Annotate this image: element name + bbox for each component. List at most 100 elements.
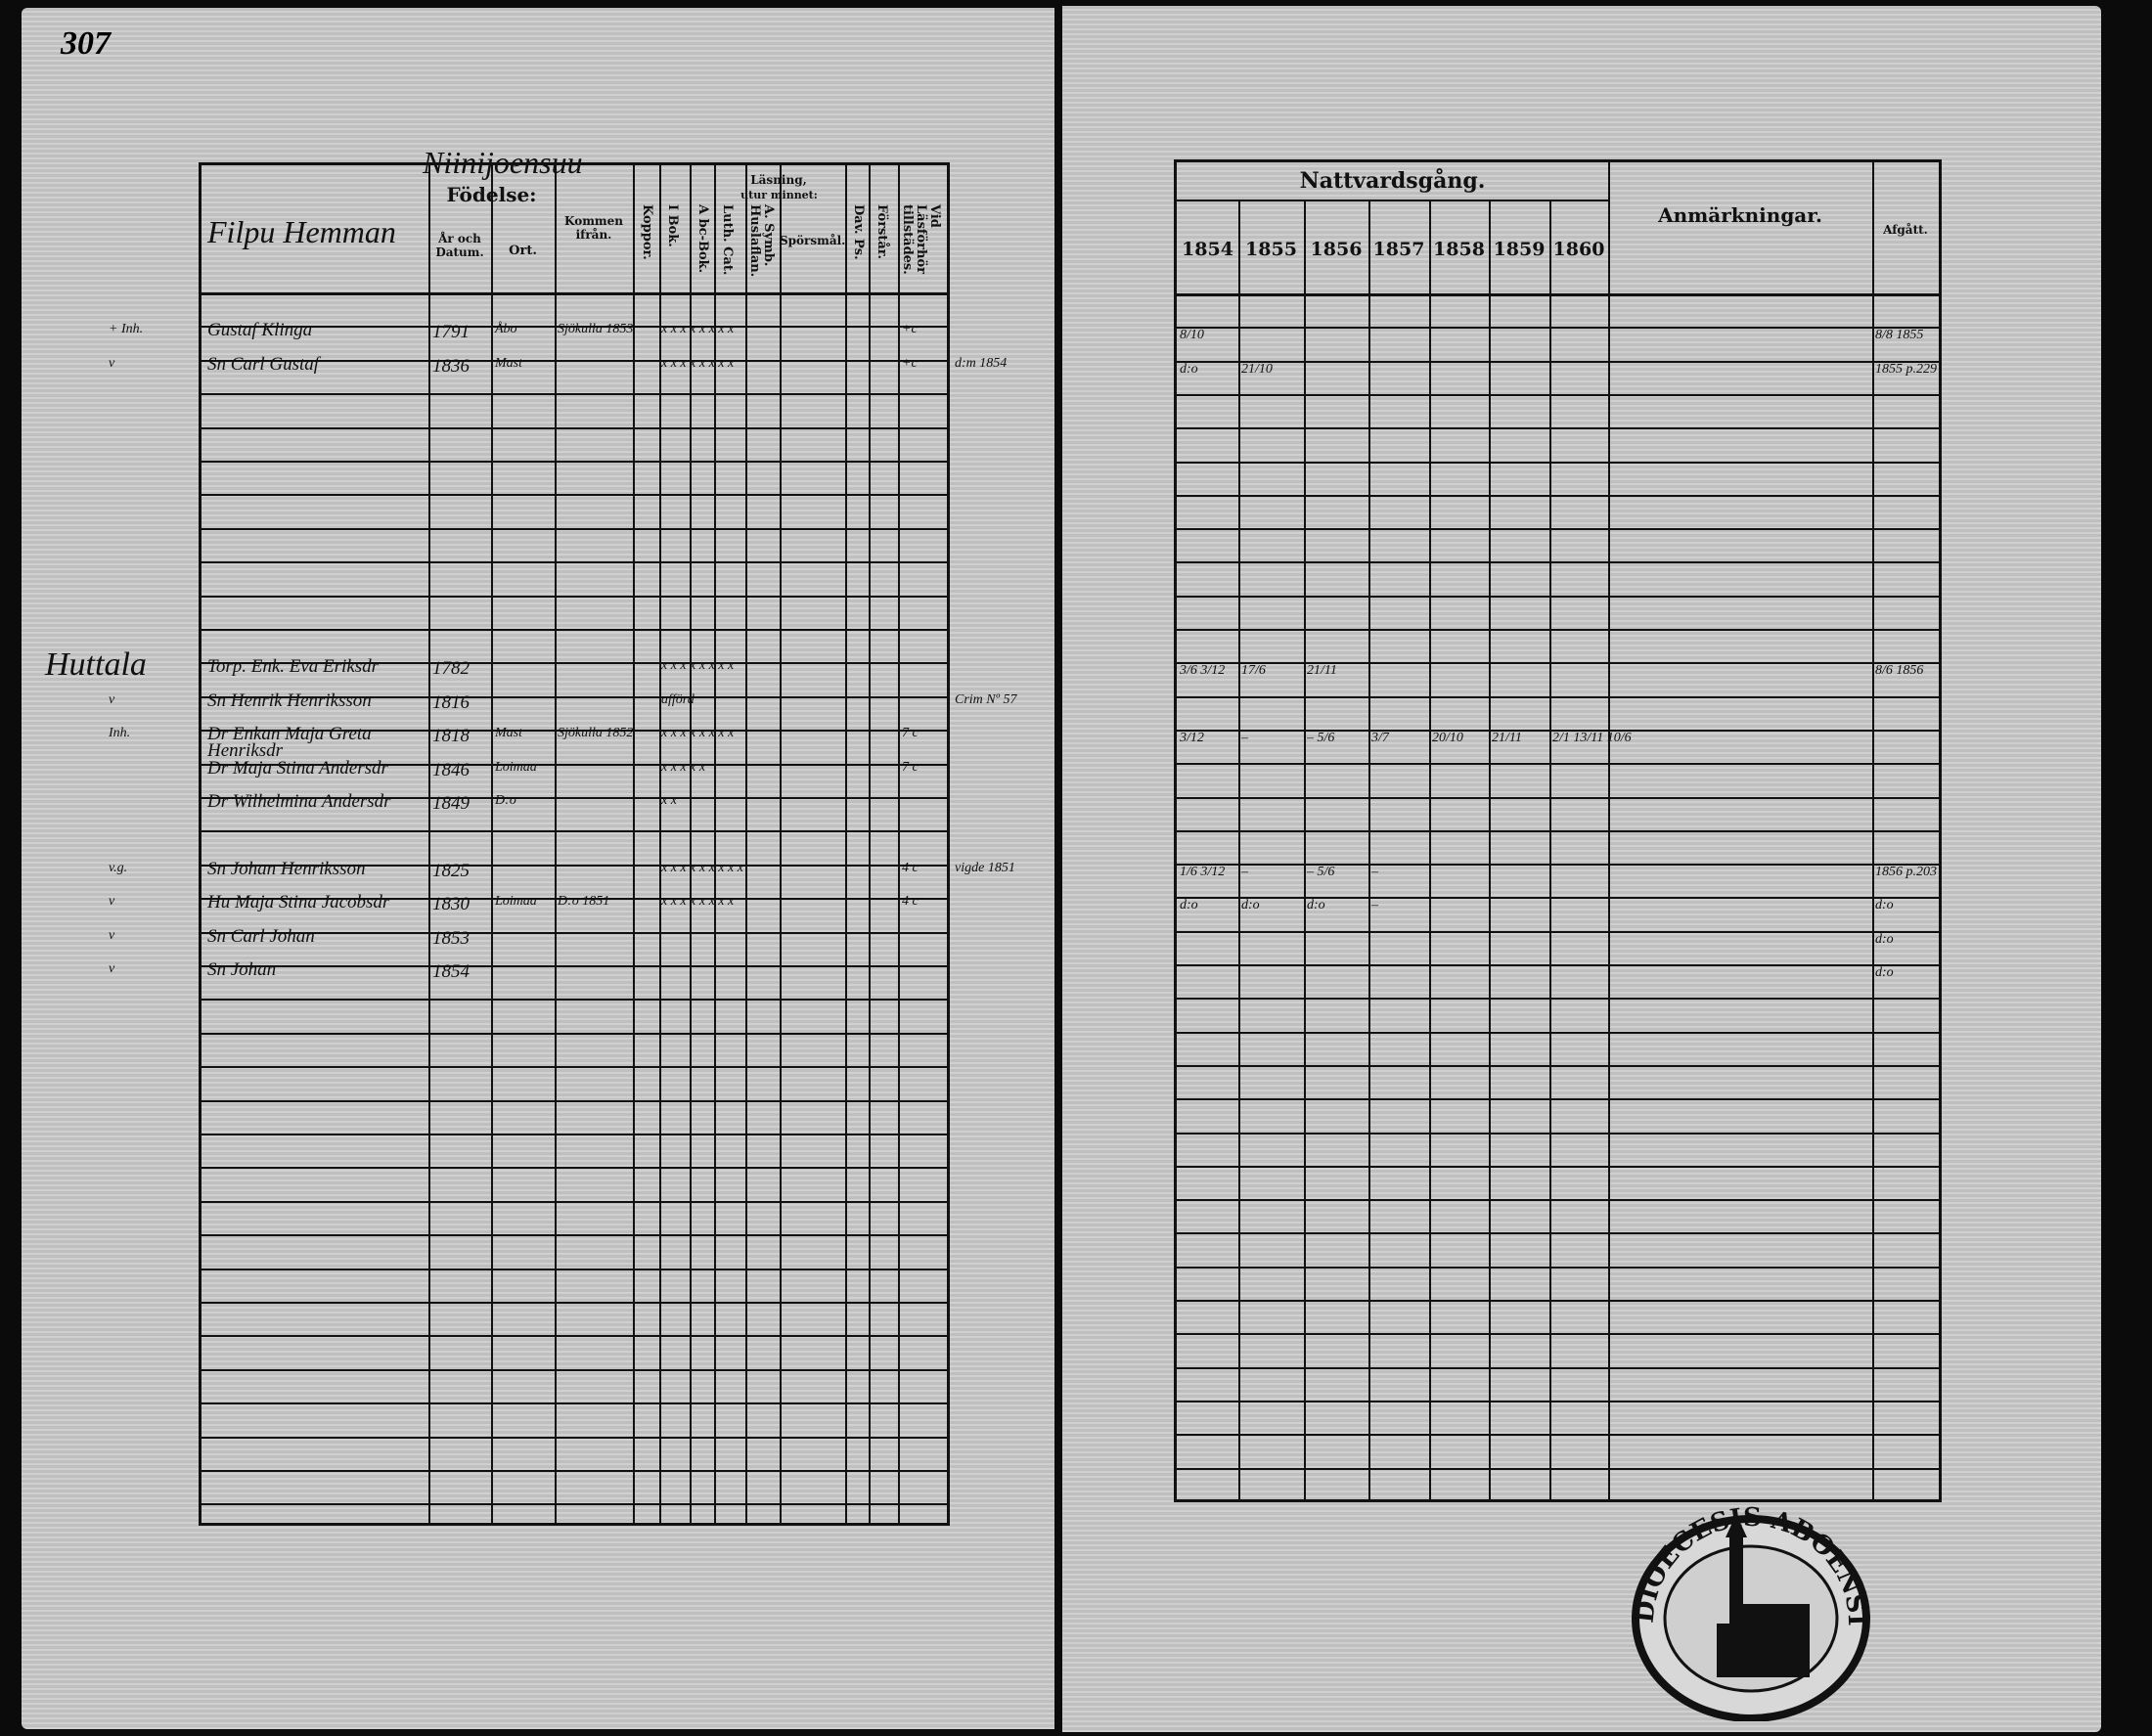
year-header: 1859 — [1493, 239, 1546, 260]
row-divider — [202, 931, 947, 934]
birth-place: Mast — [495, 726, 522, 741]
row-divider — [202, 1200, 947, 1203]
row-divider — [202, 1368, 947, 1371]
row-divider — [202, 830, 947, 833]
column-divider — [1429, 200, 1431, 1499]
year-header: 1857 — [1372, 239, 1425, 260]
row-divider — [1177, 629, 1939, 631]
row-divider — [202, 1032, 947, 1035]
row-divider — [1177, 1064, 1939, 1067]
row-divider — [202, 426, 947, 429]
row-divider — [1177, 897, 1939, 900]
birth-date: 1849 — [432, 793, 470, 814]
side-note: Crim Nº 57 — [955, 691, 1017, 707]
person-name: Sn Carl Gustaf — [207, 353, 320, 375]
row-divider — [1177, 1300, 1939, 1302]
farm-name: Huttala — [45, 646, 147, 684]
row-divider — [1177, 1266, 1939, 1269]
row-divider — [1177, 494, 1939, 497]
communion-date: – — [1371, 898, 1378, 913]
column-divider — [633, 165, 635, 1523]
column-divider — [555, 165, 557, 1523]
departed-date: d:o — [1875, 931, 1894, 947]
row-divider — [202, 527, 947, 530]
header-birth: Födelse: — [446, 183, 537, 206]
margin-note: v — [109, 691, 115, 707]
communion-date: d:o — [1180, 361, 1198, 377]
row-divider — [1177, 1031, 1939, 1034]
page-number: 307 — [61, 25, 111, 62]
header-remarks: Anmärkningar. — [1658, 203, 1822, 227]
row-divider — [202, 1436, 947, 1439]
departed-date: 8/8 1855 — [1875, 328, 1924, 343]
row-divider — [202, 965, 947, 967]
header-from: Kommen ifrån. — [564, 214, 623, 242]
exam-attendance: 7 c — [902, 759, 919, 775]
side-note: vigde 1851 — [955, 860, 1015, 875]
reading-marks: afförd — [661, 691, 695, 707]
birth-date: 1825 — [432, 860, 470, 881]
row-divider — [202, 359, 947, 362]
row-divider — [1177, 561, 1939, 564]
communion-date: – — [1371, 865, 1378, 880]
row-divider — [202, 695, 947, 698]
header-communion: Nattvardsgång. — [1299, 168, 1486, 194]
departed-date: 1855 p.229 — [1875, 361, 1937, 377]
column-divider — [869, 165, 871, 1523]
row-divider — [1177, 1165, 1939, 1168]
row-divider — [1177, 1199, 1939, 1202]
reading-marks: x x x x x x x x — [661, 658, 735, 674]
column-divider — [898, 165, 900, 1523]
birth-place: Loimaa — [495, 894, 537, 910]
row-divider — [1177, 327, 1939, 330]
header-koppor: Koppor. — [640, 204, 654, 260]
row-divider — [1177, 864, 1939, 867]
birth-place: D:o — [495, 793, 516, 808]
departed-date: 8/6 1856 — [1875, 663, 1924, 679]
birth-date: 1836 — [432, 355, 470, 377]
person-name: Dr Wilhelmina Andersdr — [207, 791, 391, 812]
year-header: 1858 — [1433, 239, 1485, 260]
column-divider — [428, 165, 430, 1523]
year-header: 1860 — [1552, 239, 1605, 260]
person-name: Dr Maja Stina Andersdr — [207, 757, 388, 779]
birth-place: Loimaa — [495, 759, 537, 775]
row-divider — [202, 1470, 947, 1472]
header-abc: A bc-Bok. — [695, 204, 710, 274]
row-divider — [1177, 1400, 1939, 1402]
birth-date: 1854 — [432, 961, 470, 982]
column-divider — [845, 165, 847, 1523]
row-divider — [202, 393, 947, 396]
person-name: Dr Enkan Maja Greta Henriksdr — [207, 724, 372, 762]
header-i_bok: I Bok. — [665, 204, 680, 247]
communion-date: 3/6 3/12 — [1180, 663, 1226, 679]
margin-note: + Inh. — [109, 322, 144, 337]
row-divider — [202, 1134, 947, 1135]
communion-date: 3/12 — [1180, 730, 1204, 745]
row-divider — [1177, 1333, 1939, 1336]
header-dav: Dav. Ps. — [851, 204, 866, 260]
row-divider — [202, 730, 947, 733]
row-divider — [1177, 763, 1939, 766]
person-name: Sn Henrik Henriksson — [207, 690, 372, 711]
header-forstar: Förstår. — [874, 204, 889, 259]
communion-date: – — [1241, 865, 1248, 880]
header-farm: Filpu Hemman — [207, 214, 396, 249]
column-divider — [690, 165, 692, 1523]
communion-date: 1/6 3/12 — [1180, 865, 1226, 880]
came-from: Sjökulla 1852 — [558, 726, 634, 741]
row-divider — [202, 461, 947, 463]
row-divider — [202, 1402, 947, 1405]
row-divider — [202, 629, 947, 631]
communion-date: 3/7 — [1371, 730, 1389, 745]
row-divider — [1177, 360, 1939, 363]
header-year_date: År och Datum. — [435, 232, 484, 259]
column-divider — [491, 165, 493, 1523]
row-divider — [202, 1167, 947, 1170]
right-register-table: Nattvardsgång. 1854 1855 1856 1857 1858 1859 18… — [1174, 159, 1942, 1502]
communion-date: 20/10 — [1432, 730, 1463, 745]
row-divider — [1177, 1232, 1939, 1235]
row-divider — [1177, 695, 1939, 698]
person-name: Gustaf Klinga — [207, 320, 313, 341]
row-divider — [1177, 729, 1939, 732]
